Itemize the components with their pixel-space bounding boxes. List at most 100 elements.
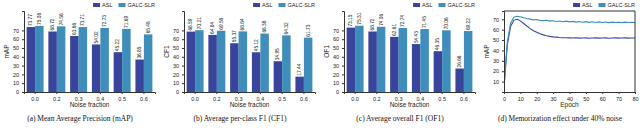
tick: 0.2 — [373, 92, 381, 102]
legend-label: ASL — [102, 2, 112, 8]
legend-item: ASL — [413, 2, 432, 8]
tick-mark — [502, 71, 504, 72]
tick-label: 50 — [13, 45, 19, 51]
tick-label: 60 — [173, 36, 179, 42]
data-label: 73.15 — [348, 14, 353, 26]
plot-area — [347, 26, 473, 92]
tick-mark — [182, 66, 184, 67]
tick-mark — [635, 92, 636, 94]
data-label: 68.59 — [188, 18, 193, 30]
bar — [377, 27, 385, 92]
legend-item: ASL — [573, 2, 592, 8]
bar — [35, 26, 43, 92]
data-label: 69.22 — [466, 18, 471, 30]
frame — [635, 11, 636, 92]
panel: 68.5964.8455.3745.1234.9517.4470.2169.58… — [163, 2, 316, 108]
x-axis-title: Noise fraction — [70, 101, 110, 108]
tick-label: 0.5 — [278, 96, 286, 102]
tick-mark — [342, 30, 344, 31]
tick-label: 0 — [16, 89, 19, 95]
tick: 10 — [493, 79, 504, 85]
legend-label: GALC-SLR — [287, 2, 315, 8]
data-label: 64.84 — [210, 22, 215, 34]
tick-label: 50 — [493, 37, 499, 43]
tick: 0.6 — [460, 92, 468, 102]
bar — [217, 31, 225, 92]
tick-mark — [520, 92, 521, 94]
tick: 50 — [493, 37, 504, 43]
legend: ASL GALC-SLR — [93, 2, 155, 8]
tick: 0 — [16, 89, 24, 95]
tick-mark — [342, 48, 344, 49]
legend-label: GALC-SLR — [127, 2, 155, 8]
legend-swatch — [118, 3, 125, 7]
tick-label: 40 — [333, 54, 339, 60]
tick-label: 30 — [13, 63, 19, 69]
bar — [442, 30, 450, 92]
x-axis-title: Epoch — [560, 101, 579, 109]
tick-mark — [537, 92, 538, 94]
tick-label: 0.2 — [213, 96, 221, 102]
panel: 73.7768.7263.6654.0245.2236.8575.0874.56… — [3, 2, 156, 108]
tick-label: 0.0 — [351, 96, 359, 102]
data-label: 65.48 — [146, 21, 151, 33]
bar — [295, 77, 303, 92]
tick: 0.2 — [213, 92, 221, 102]
caption: (c) Average overall F1 (OF1) — [356, 114, 444, 123]
legend-label: GALC-SLR — [607, 2, 635, 8]
tick-mark — [342, 57, 344, 58]
tick-label: 20 — [534, 96, 540, 102]
data-label: 68.72 — [370, 18, 375, 30]
tick-mark — [342, 39, 344, 40]
tick-mark — [553, 92, 554, 94]
data-label: 55.37 — [232, 30, 237, 42]
panel: 73.1568.7262.6154.4346.3526.6675.3174.06… — [323, 2, 476, 108]
data-label: 62.61 — [392, 24, 397, 36]
axis-line — [342, 12, 345, 93]
tick-mark — [182, 39, 184, 40]
tick-mark — [342, 74, 344, 75]
tick-label: 40 — [493, 48, 499, 54]
data-label: 46.35 — [435, 38, 440, 50]
bar — [70, 36, 78, 92]
data-label: 64.32 — [284, 22, 289, 34]
bar — [135, 60, 143, 92]
data-label: 34.95 — [275, 48, 280, 60]
bar — [399, 28, 407, 92]
tick-mark — [342, 83, 344, 84]
legend-item: GALC-SLR — [118, 2, 155, 8]
bar — [252, 52, 260, 92]
tick-mark — [35, 92, 36, 94]
data-label: 73.71 — [80, 14, 85, 26]
data-label: 75.08 — [37, 13, 42, 25]
data-label: 75.31 — [357, 12, 362, 24]
tick: 0 — [336, 89, 344, 95]
tick-label: 0 — [336, 89, 339, 95]
tick-label: 0.0 — [31, 96, 39, 102]
tick-label: 0.5 — [118, 96, 126, 102]
tick-mark — [195, 92, 196, 94]
bar — [420, 29, 428, 92]
bar — [368, 31, 376, 92]
tick: 40 — [173, 54, 184, 60]
tick-mark — [282, 92, 283, 94]
bar — [230, 43, 238, 92]
data-label: 68.72 — [50, 18, 55, 30]
data-label: 45.22 — [115, 39, 120, 51]
bar — [347, 28, 355, 92]
tick: 70 — [13, 28, 24, 34]
tick: 50 — [583, 92, 589, 102]
bar — [195, 30, 203, 92]
tick-label: 0.2 — [373, 96, 381, 102]
panel: 0102030405060708010203040506070EpochmAPA… — [483, 2, 639, 109]
tick-mark — [502, 40, 504, 41]
bar — [187, 32, 195, 92]
tick-label: 10 — [518, 96, 524, 102]
tick-mark — [502, 19, 504, 20]
tick-mark — [182, 48, 184, 49]
tick-label: 70 — [333, 28, 339, 34]
y-axis-title: mAP — [483, 44, 490, 58]
axis: 10203040506070 — [493, 12, 505, 93]
data-label: 63.66 — [72, 23, 77, 35]
legend-swatch — [93, 3, 100, 7]
